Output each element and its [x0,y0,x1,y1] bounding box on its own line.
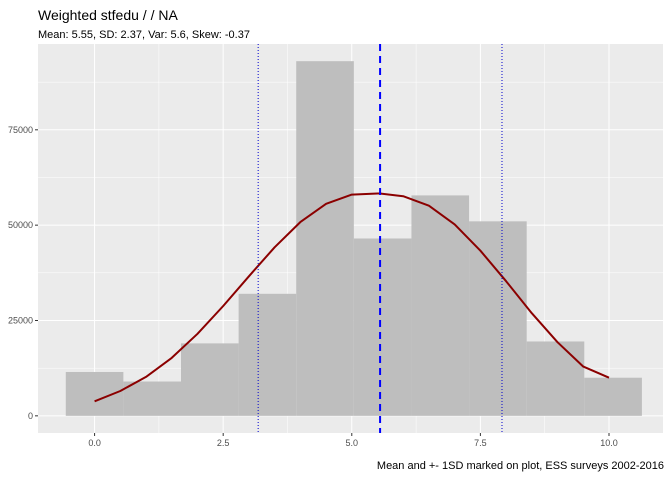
x-tick-label: 10.0 [600,438,618,448]
axis-ticks: 0.0 2.5 5.0 7.5 10.0 0 25000 50000 75000 [8,125,618,448]
chart-title: Weighted stfedu / / NA [38,7,178,23]
histogram-bar-10 [584,377,642,416]
y-tick-label: 0 [28,411,33,421]
x-tick-label: 2.5 [217,438,230,448]
y-tick-label: 75000 [8,125,33,135]
histogram-bars [65,61,642,416]
histogram-bar-7 [411,195,470,416]
x-tick-label: 5.0 [346,438,359,448]
histogram-bar-2 [123,381,182,416]
x-tick-label: 0.0 [88,438,101,448]
histogram-bar-6 [353,238,412,416]
chart-subtitle: Mean: 5.55, SD: 2.37, Var: 5.6, Skew: -0… [38,29,250,41]
mean-sd-lines [257,44,503,433]
y-tick-label: 25000 [8,315,33,325]
histogram-bar-9 [526,341,585,416]
histogram-bar-5 [296,61,354,416]
density-curve [94,192,610,403]
density-curve-layer [94,192,610,403]
histogram-bar-3 [181,343,239,416]
histogram-bar-4 [238,293,297,416]
histogram-bar-8 [469,221,527,416]
chart-caption: Mean and +- 1SD marked on plot, ESS surv… [377,460,664,472]
y-tick-label: 50000 [8,220,33,230]
x-tick-label: 7.5 [474,438,487,448]
